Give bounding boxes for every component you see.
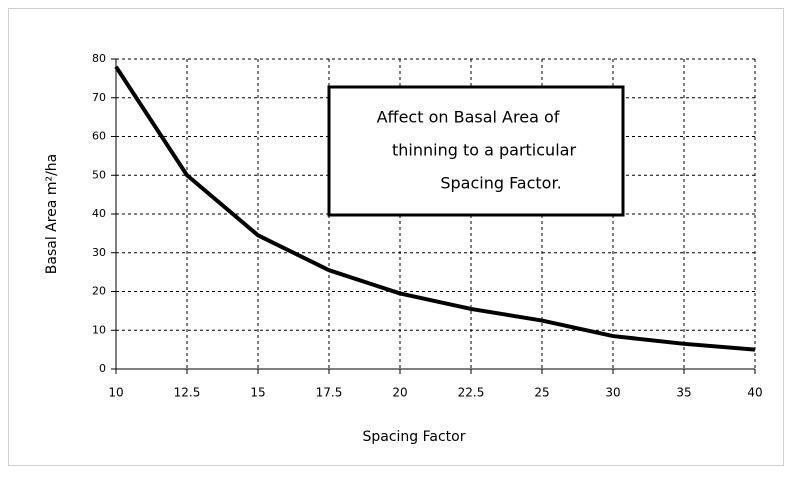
y-tick-label: 40: [92, 207, 106, 220]
x-tick-label: 20: [392, 386, 407, 400]
x-tick-label: 17.5: [316, 386, 343, 400]
y-tick-label: 50: [92, 168, 106, 181]
x-tick-label: 25: [534, 386, 549, 400]
y-tick-label: 0: [99, 362, 106, 375]
y-tick-label: 10: [92, 323, 106, 336]
y-tick-label: 60: [92, 130, 106, 143]
x-tick-label: 10: [108, 386, 123, 400]
annotation-text: Affect on Basal Area of: [377, 108, 560, 127]
y-tick-label: 30: [92, 246, 106, 259]
y-tick-label: 70: [92, 91, 106, 104]
x-tick-label: 22.5: [458, 386, 485, 400]
x-tick-label: 30: [605, 386, 620, 400]
y-axis-label: Basal Area m²/ha: [44, 154, 60, 274]
x-tick-label: 40: [747, 386, 762, 400]
annotation-text: Spacing Factor.: [440, 174, 561, 193]
x-tick-label: 35: [676, 386, 691, 400]
annotation-box: [327, 85, 625, 217]
y-tick-label: 20: [92, 285, 106, 298]
x-axis-label: Spacing Factor: [362, 429, 465, 445]
annotation-text: thinning to a particular: [392, 141, 576, 160]
y-tick-label: 80: [92, 52, 106, 65]
chart-frame: [8, 8, 784, 466]
line-series: [114, 65, 756, 352]
x-tick-label: 12.5: [174, 386, 201, 400]
x-tick-label: 15: [250, 386, 265, 400]
